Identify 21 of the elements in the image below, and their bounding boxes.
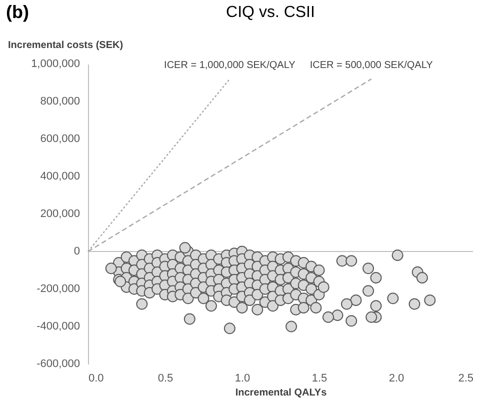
y-tick-label: -200,000 [36, 283, 80, 295]
y-tick-label: -600,000 [36, 358, 80, 370]
y-tick-label: 1,000,000 [31, 58, 80, 70]
y-tick-label: 800,000 [40, 96, 80, 108]
y-tick-label: 600,000 [40, 133, 80, 145]
y-tick-label: -400,000 [36, 320, 80, 332]
y-tick-label: 400,000 [40, 170, 80, 182]
x-axis-title: Incremental QALYs [235, 388, 328, 398]
chart-title: CIQ vs. CSII [226, 4, 315, 21]
x-tick-label: 2.5 [458, 372, 474, 384]
y-tick-label: 0 [74, 246, 80, 258]
series-label: ICER = 1,000,000 SEK/QALY [164, 60, 296, 71]
x-tick-label: 1.5 [312, 372, 328, 384]
series-label: ICER = 500,000 SEK/QALY [310, 60, 434, 71]
x-tick-label: 2.0 [388, 372, 404, 384]
x-tick-label: 0.5 [158, 372, 174, 384]
y-tick-label: 200,000 [40, 208, 80, 220]
text: (b) [6, 2, 29, 22]
y-axis-title: Incremental costs (SEK) [8, 40, 124, 51]
x-tick-label: 1.0 [234, 372, 250, 384]
x-tick-label: 0.0 [88, 372, 104, 384]
